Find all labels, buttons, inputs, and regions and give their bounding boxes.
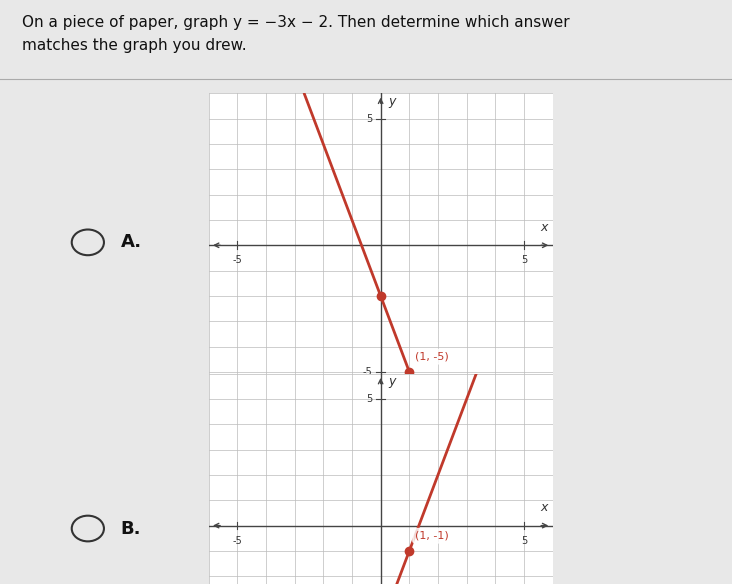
Text: x: x xyxy=(540,502,548,515)
Text: (1, -5): (1, -5) xyxy=(415,352,449,361)
Text: -5: -5 xyxy=(233,255,242,265)
Text: A.: A. xyxy=(121,234,142,251)
Text: y: y xyxy=(389,375,396,388)
Text: -5: -5 xyxy=(233,536,242,545)
Text: 5: 5 xyxy=(521,255,527,265)
Text: 5: 5 xyxy=(366,394,372,404)
Text: matches the graph you drew.: matches the graph you drew. xyxy=(22,38,247,53)
Text: (1, -1): (1, -1) xyxy=(415,531,449,541)
Text: y: y xyxy=(389,95,396,107)
Text: 5: 5 xyxy=(366,114,372,124)
Text: x: x xyxy=(540,221,548,234)
Text: -5: -5 xyxy=(362,367,372,377)
Text: On a piece of paper, graph y = −3x − 2. Then determine which answer: On a piece of paper, graph y = −3x − 2. … xyxy=(22,15,569,30)
Text: 5: 5 xyxy=(521,536,527,545)
Text: B.: B. xyxy=(121,520,141,537)
